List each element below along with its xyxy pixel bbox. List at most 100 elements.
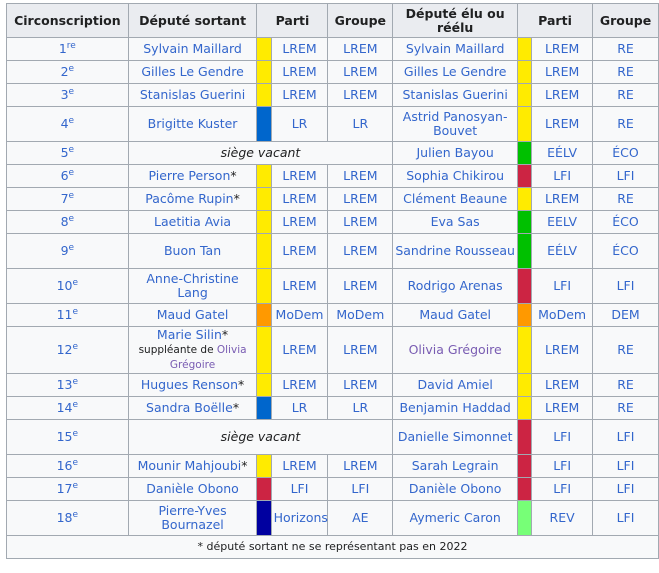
circonscription-link[interactable]: 11e <box>57 307 78 322</box>
groupe-sortant-link[interactable]: LREM <box>343 87 378 102</box>
groupe-elu-link[interactable]: DEM <box>611 307 640 322</box>
parti-elu-link[interactable]: LREM <box>544 377 580 392</box>
circonscription-link[interactable]: 18e <box>57 510 78 525</box>
groupe-sortant-link[interactable]: AE <box>352 510 369 525</box>
groupe-elu-link[interactable]: RE <box>617 41 634 56</box>
groupe-elu-link[interactable]: ÉCO <box>612 243 639 258</box>
parti-sortant-link[interactable]: LREM <box>282 191 317 206</box>
parti-elu-link[interactable]: LREM <box>544 41 580 56</box>
circonscription-link[interactable]: 6e <box>61 168 75 183</box>
parti-elu-link[interactable]: EELV <box>547 214 578 229</box>
depute-elu-link[interactable]: David Amiel <box>417 377 493 392</box>
depute-elu-link[interactable]: Danièle Obono <box>408 481 502 496</box>
groupe-elu-link[interactable]: RE <box>617 400 634 415</box>
parti-sortant-link[interactable]: LREM <box>282 377 317 392</box>
groupe-elu-link[interactable]: LFI <box>616 168 635 183</box>
groupe-sortant-link[interactable]: LREM <box>343 64 378 79</box>
groupe-sortant-link[interactable]: LREM <box>343 377 378 392</box>
parti-elu-link[interactable]: REV <box>549 510 575 525</box>
depute-sortant-link[interactable]: Danièle Obono <box>146 481 239 496</box>
depute-elu-link[interactable]: Gilles Le Gendre <box>403 64 507 79</box>
groupe-sortant-link[interactable]: LREM <box>343 168 378 183</box>
groupe-sortant-link[interactable]: LR <box>352 400 369 415</box>
depute-sortant-link[interactable]: Marie Silin <box>156 327 222 342</box>
parti-sortant-link[interactable]: LREM <box>282 87 317 102</box>
parti-sortant-link[interactable]: LR <box>291 116 308 131</box>
circonscription-link[interactable]: 1re <box>59 41 76 56</box>
parti-sortant-link[interactable]: LR <box>291 400 308 415</box>
depute-sortant-link[interactable]: Sandra Boëlle <box>146 400 233 415</box>
parti-sortant-link[interactable]: LREM <box>282 243 317 258</box>
groupe-elu-link[interactable]: RE <box>617 87 634 102</box>
circonscription-link[interactable]: 14e <box>57 400 78 415</box>
depute-sortant-link[interactable]: Pierre Person <box>148 168 231 183</box>
parti-elu-link[interactable]: LFI <box>553 168 572 183</box>
parti-sortant-link[interactable]: LREM <box>282 458 317 473</box>
depute-sortant-link[interactable]: Pierre-Yves Bournazel <box>158 503 227 532</box>
groupe-sortant-link[interactable]: LREM <box>343 278 378 293</box>
depute-elu-link[interactable]: Sarah Legrain <box>411 458 499 473</box>
circonscription-link[interactable]: 12e <box>57 342 78 357</box>
depute-elu-link[interactable]: Sandrine Rousseau <box>395 243 515 258</box>
parti-elu-link[interactable]: EÉLV <box>547 243 578 258</box>
groupe-elu-link[interactable]: RE <box>617 64 634 79</box>
depute-elu-link[interactable]: Stanislas Guerini <box>402 87 508 102</box>
parti-elu-link[interactable]: LREM <box>544 191 580 206</box>
parti-elu-link[interactable]: LREM <box>544 342 580 357</box>
parti-sortant-link[interactable]: LREM <box>282 41 317 56</box>
parti-elu-link[interactable]: LFI <box>553 458 572 473</box>
groupe-sortant-link[interactable]: LFI <box>351 481 370 496</box>
groupe-sortant-link[interactable]: LREM <box>343 214 378 229</box>
circonscription-link[interactable]: 3e <box>61 87 75 102</box>
groupe-sortant-link[interactable]: LREM <box>343 342 378 357</box>
parti-sortant-link[interactable]: LREM <box>282 168 317 183</box>
groupe-elu-link[interactable]: RE <box>617 377 634 392</box>
depute-elu-link[interactable]: Sophia Chikirou <box>406 168 505 183</box>
circonscription-link[interactable]: 9e <box>61 243 75 258</box>
depute-elu-link[interactable]: Clément Beaune <box>403 191 508 206</box>
groupe-elu-link[interactable]: LFI <box>616 278 635 293</box>
groupe-sortant-link[interactable]: LREM <box>343 243 378 258</box>
depute-elu-link[interactable]: Danielle Simonnet <box>397 429 513 444</box>
parti-sortant-link[interactable]: LREM <box>282 64 317 79</box>
parti-elu-link[interactable]: LFI <box>553 278 572 293</box>
depute-sortant-link[interactable]: Stanislas Guerini <box>139 87 246 102</box>
circonscription-link[interactable]: 5e <box>61 145 75 160</box>
parti-elu-link[interactable]: EÉLV <box>547 145 578 160</box>
groupe-elu-link[interactable]: RE <box>617 342 634 357</box>
circonscription-link[interactable]: 15e <box>57 429 78 444</box>
circonscription-link[interactable]: 13e <box>57 377 78 392</box>
parti-sortant-link[interactable]: Horizons <box>273 510 328 525</box>
groupe-elu-link[interactable]: LFI <box>616 458 635 473</box>
groupe-elu-link[interactable]: RE <box>617 116 634 131</box>
parti-sortant-link[interactable]: LREM <box>282 214 317 229</box>
circonscription-link[interactable]: 4e <box>61 116 75 131</box>
depute-elu-link[interactable]: Maud Gatel <box>419 307 491 322</box>
depute-elu-link[interactable]: Benjamin Haddad <box>399 400 511 415</box>
parti-elu-link[interactable]: MoDem <box>538 307 587 322</box>
groupe-sortant-link[interactable]: LREM <box>343 458 378 473</box>
depute-sortant-link[interactable]: Mounir Mahjoubi <box>137 458 242 473</box>
groupe-elu-link[interactable]: ÉCO <box>612 145 639 160</box>
groupe-elu-link[interactable]: RE <box>617 191 634 206</box>
depute-elu-link[interactable]: Eva Sas <box>430 214 480 229</box>
depute-elu-link[interactable]: Aymeric Caron <box>409 510 501 525</box>
parti-sortant-link[interactable]: LREM <box>282 278 317 293</box>
depute-sortant-link[interactable]: Laetitia Avia <box>154 214 232 229</box>
depute-elu-link[interactable]: Rodrigo Arenas <box>407 278 503 293</box>
parti-sortant-link[interactable]: LREM <box>282 342 317 357</box>
depute-sortant-link[interactable]: Buon Tan <box>163 243 222 258</box>
circonscription-link[interactable]: 8e <box>61 214 75 229</box>
groupe-sortant-link[interactable]: MoDem <box>336 307 385 322</box>
header-parti-elu[interactable]: Parti <box>517 3 594 38</box>
depute-sortant-link[interactable]: Sylvain Maillard <box>143 41 242 56</box>
parti-elu-link[interactable]: LREM <box>544 400 580 415</box>
header-circonscription[interactable]: Circonscription <box>6 3 129 38</box>
groupe-elu-link[interactable]: LFI <box>616 429 635 444</box>
groupe-sortant-link[interactable]: LREM <box>343 191 378 206</box>
depute-sortant-link[interactable]: Anne-Christine Lang <box>146 271 239 300</box>
depute-elu-link[interactable]: Sylvain Maillard <box>405 41 505 56</box>
depute-sortant-link[interactable]: Pacôme Rupin <box>145 191 234 206</box>
circonscription-link[interactable]: 16e <box>57 458 78 473</box>
groupe-elu-link[interactable]: ÉCO <box>612 214 639 229</box>
